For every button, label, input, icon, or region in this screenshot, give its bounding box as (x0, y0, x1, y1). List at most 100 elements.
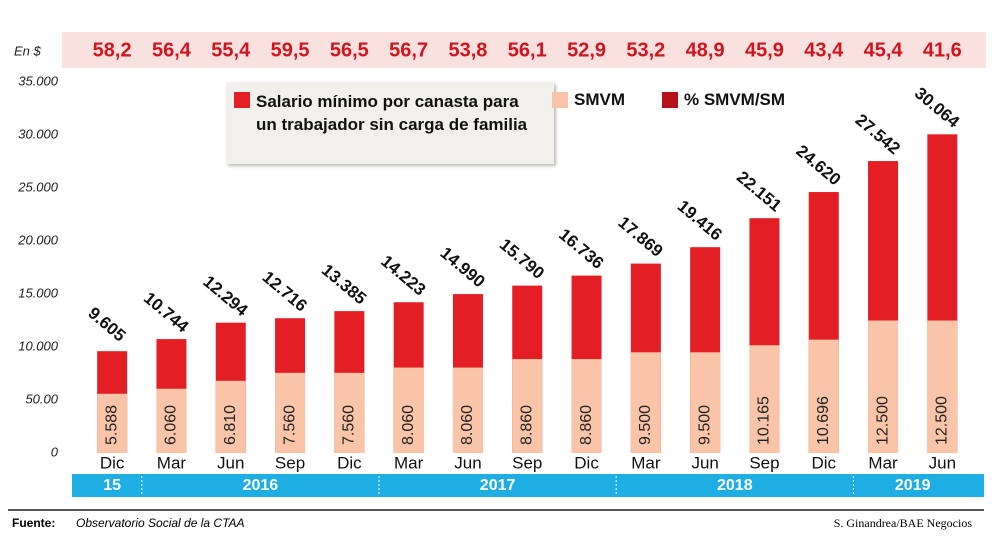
percent-label: 56,5 (330, 39, 369, 61)
y-tick-label: 50.00 (25, 391, 58, 406)
percent-label: 52,9 (567, 39, 606, 61)
percent-label: 45,4 (864, 39, 904, 61)
smvm-label: 6.810 (222, 405, 239, 445)
total-label: 14.990 (437, 243, 489, 291)
legend-item: SMVM (552, 90, 682, 110)
x-tick-label: Dic (574, 453, 599, 472)
total-label: 13.385 (318, 260, 370, 308)
smvm-label: 12.500 (934, 396, 951, 445)
total-label: 19.416 (674, 196, 726, 244)
x-tick-label: Dic (337, 453, 362, 472)
smvm-label: 8.060 (459, 405, 476, 445)
year-band (72, 474, 984, 497)
x-tick-label: Jun (691, 453, 718, 472)
smvm-label: 10.165 (756, 396, 773, 445)
bar (571, 359, 602, 453)
x-tick-label: Mar (868, 453, 898, 472)
x-tick-label: Mar (631, 453, 661, 472)
percent-label: 56,1 (508, 39, 547, 61)
smvm-label: 8.860 (518, 405, 535, 445)
source-label: Fuente: (12, 516, 55, 530)
percent-label: 45,9 (745, 39, 784, 61)
smvm-label: 6.060 (163, 405, 180, 445)
bar (275, 372, 306, 453)
bar (97, 393, 128, 453)
bar (512, 359, 543, 453)
percent-label: 53,2 (626, 39, 665, 61)
bar (334, 372, 365, 453)
smvm-label: 10.696 (815, 396, 832, 445)
total-label: 15.790 (496, 235, 548, 283)
total-label: 9.605 (84, 303, 129, 345)
year-label: 2019 (895, 477, 931, 494)
legend-swatch (552, 92, 568, 108)
legend-swatch (234, 92, 250, 108)
x-tick-label: Dic (100, 453, 125, 472)
x-tick-label: Dic (811, 453, 836, 472)
year-label: 2016 (243, 477, 279, 494)
smvm-label: 7.560 (341, 405, 358, 445)
total-label: 30.064 (911, 84, 963, 132)
y-tick-label: 0 (51, 444, 59, 459)
year-label: 2018 (717, 477, 753, 494)
bar (749, 345, 780, 453)
x-tick-label: Sep (275, 453, 305, 472)
x-tick-label: Jun (929, 453, 956, 472)
percent-band (62, 32, 986, 68)
x-tick-label: Jun (454, 453, 481, 472)
percent-label: 53,8 (448, 39, 487, 61)
total-label: 27.542 (852, 110, 904, 158)
legend-label: Salario mínimo por canasta para un traba… (256, 92, 528, 134)
total-label: 24.620 (792, 141, 844, 189)
y-tick-label: 30.000 (18, 126, 59, 141)
smvm-label: 8.860 (578, 405, 595, 445)
total-label: 17.869 (614, 213, 666, 261)
smvm-label: 9.500 (637, 405, 654, 445)
smvm-label: 9.500 (696, 405, 713, 445)
smvm-label: 7.560 (281, 405, 298, 445)
percent-label: 48,9 (686, 39, 725, 61)
percent-label: 56,4 (152, 39, 192, 61)
percent-label: 56,7 (389, 39, 428, 61)
credit: S. Ginandrea/BAE Negocios (834, 516, 973, 530)
legend-label: % SMVM/SM (684, 90, 786, 109)
year-label: 2017 (480, 477, 516, 494)
bar (808, 339, 839, 453)
percent-label: 58,2 (93, 39, 132, 61)
percent-row-label: En $ (14, 43, 42, 58)
x-tick-label: Sep (512, 453, 542, 472)
total-label: 14.223 (377, 251, 429, 299)
x-tick-label: Mar (394, 453, 424, 472)
y-tick-label: 15.000 (18, 285, 59, 300)
x-tick-label: Jun (217, 453, 244, 472)
legend-swatch (662, 92, 678, 108)
total-label: 12.294 (199, 272, 251, 320)
y-tick-label: 25.000 (17, 179, 59, 194)
bar (156, 388, 187, 453)
x-tick-label: Sep (749, 453, 779, 472)
bar (215, 380, 246, 453)
y-tick-label: 10.000 (18, 338, 59, 353)
legend-label: SMVM (574, 90, 625, 109)
percent-label: 55,4 (211, 39, 251, 61)
total-label: 10.744 (140, 288, 192, 336)
bar (630, 352, 661, 453)
total-label: 16.736 (555, 225, 607, 273)
percent-label: 59,5 (271, 39, 310, 61)
y-tick-label: 35.000 (18, 73, 59, 88)
smvm-label: 8.060 (400, 405, 417, 445)
legend: Salario mínimo por canasta para un traba… (226, 82, 785, 164)
percent-label: 41,6 (923, 39, 962, 61)
legend-item: % SMVM/SM (662, 90, 822, 110)
total-label: 22.151 (733, 167, 785, 215)
bar (690, 352, 721, 453)
source-text: Observatorio Social de la CTAA (76, 516, 245, 530)
smvm-label: 5.588 (103, 405, 120, 445)
legend-item: Salario mínimo por canasta para un traba… (234, 90, 539, 136)
bar (452, 367, 483, 453)
bar (868, 320, 899, 453)
year-label: 15 (103, 477, 121, 494)
y-tick-label: 20.000 (17, 232, 59, 247)
